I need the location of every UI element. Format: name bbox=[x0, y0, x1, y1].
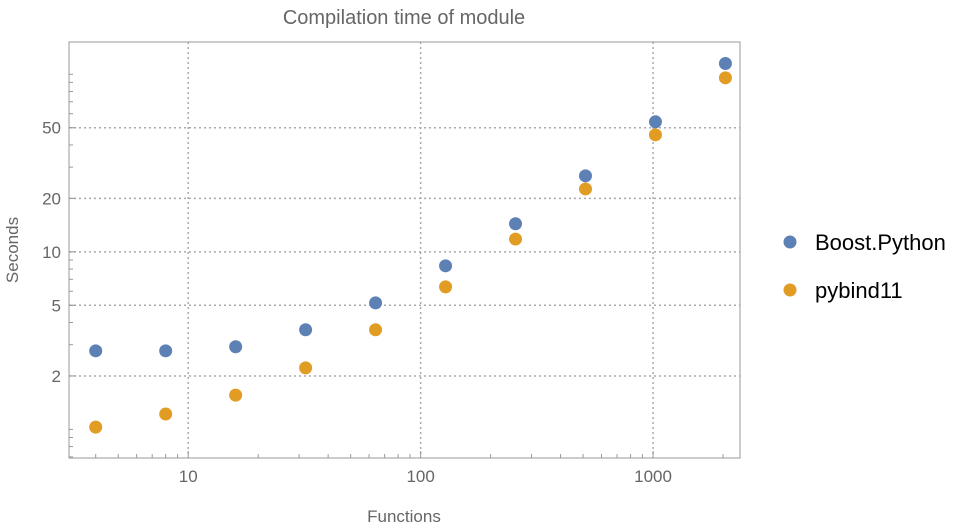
point-boost-python bbox=[369, 296, 383, 310]
points bbox=[89, 57, 732, 434]
y-tick-label: 50 bbox=[42, 119, 61, 138]
point-pybind11 bbox=[509, 232, 523, 246]
grid bbox=[69, 42, 740, 458]
legend-item-pybind11: pybind11 bbox=[783, 278, 903, 303]
point-pybind11 bbox=[439, 280, 453, 294]
x-tick-label: 100 bbox=[406, 467, 434, 486]
point-boost-python bbox=[578, 169, 592, 183]
legend-marker-boost-python bbox=[783, 235, 797, 249]
y-tick-label: 10 bbox=[42, 243, 61, 262]
point-boost-python bbox=[299, 323, 313, 337]
point-pybind11 bbox=[299, 361, 313, 375]
point-pybind11 bbox=[229, 388, 243, 402]
point-boost-python bbox=[159, 344, 173, 358]
point-boost-python bbox=[439, 259, 453, 273]
x-tick-label: 10 bbox=[179, 467, 198, 486]
legend-label-boost-python: Boost.Python bbox=[815, 230, 946, 255]
legend: Boost.Python pybind11 bbox=[783, 230, 946, 303]
legend-marker-pybind11 bbox=[783, 283, 797, 297]
x-axis-label: Functions bbox=[367, 507, 441, 525]
point-pybind11 bbox=[89, 420, 103, 434]
point-pybind11 bbox=[369, 323, 383, 337]
ticks: 10 100 1000 2 5 10 20 50 bbox=[42, 73, 724, 486]
chart-title: Compilation time of module bbox=[283, 7, 525, 29]
y-tick-label: 5 bbox=[52, 296, 61, 315]
point-boost-python bbox=[89, 344, 103, 358]
point-pybind11 bbox=[648, 128, 662, 142]
point-pybind11 bbox=[718, 71, 732, 85]
y-tick-label: 20 bbox=[42, 189, 61, 208]
point-pybind11 bbox=[159, 407, 173, 421]
point-boost-python bbox=[718, 57, 732, 71]
legend-item-boost-python: Boost.Python bbox=[783, 230, 946, 255]
point-boost-python bbox=[648, 115, 662, 129]
plot-frame bbox=[68, 41, 741, 459]
x-tick-label: 1000 bbox=[634, 467, 672, 486]
point-boost-python bbox=[509, 217, 523, 231]
point-pybind11 bbox=[578, 182, 592, 196]
y-tick-label: 2 bbox=[52, 367, 61, 386]
legend-label-pybind11: pybind11 bbox=[815, 278, 903, 303]
point-boost-python bbox=[229, 340, 243, 354]
y-axis-label: Seconds bbox=[3, 217, 22, 283]
